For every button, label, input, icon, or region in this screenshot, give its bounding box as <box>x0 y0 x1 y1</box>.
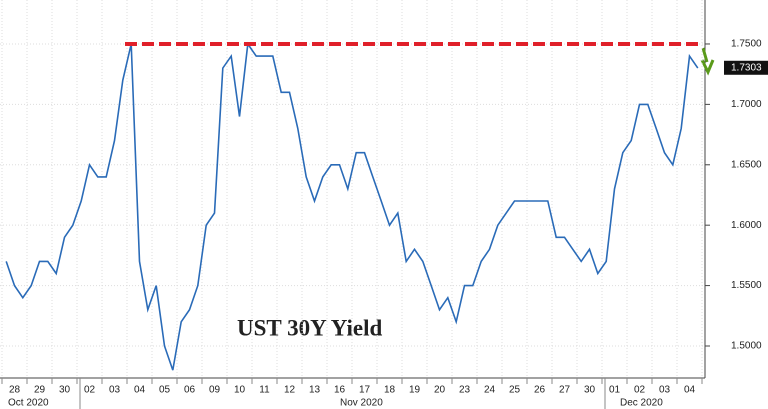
x-tick-label: 04 <box>134 385 146 396</box>
x-tick-label: 13 <box>309 385 321 396</box>
x-tick-label: 02 <box>634 385 646 396</box>
yield-line <box>5 41 699 371</box>
y-tick-label: 1.7000 <box>731 99 762 110</box>
x-tick-label: 11 <box>259 385 270 396</box>
x-tick-label: 06 <box>184 385 196 396</box>
y-tick-label: 1.5500 <box>731 280 762 291</box>
y-tick-label: 1.5000 <box>731 341 762 352</box>
x-tick-label: 16 <box>334 385 346 396</box>
month-label: Dec 2020 <box>620 398 663 409</box>
x-tick-label: 18 <box>384 385 396 396</box>
x-tick-label: 25 <box>509 385 521 396</box>
x-tick-label: 09 <box>209 385 221 396</box>
x-tick-label: 04 <box>684 385 696 396</box>
x-tick-label: 03 <box>659 385 671 396</box>
y-tick-label: 1.6500 <box>731 159 762 170</box>
x-tick-label: 23 <box>459 385 471 396</box>
last-value-label: 1.7303 <box>731 62 762 73</box>
x-tick-label: 30 <box>584 385 596 396</box>
y-tick-label: 1.7500 <box>731 39 762 50</box>
arrow <box>700 47 715 76</box>
x-tick-label: 20 <box>434 385 446 396</box>
x-tick-label: 17 <box>359 385 371 396</box>
x-tick-label: 01 <box>609 385 621 396</box>
x-tick-label: 10 <box>234 385 246 396</box>
y-tick-label: 1.6000 <box>731 220 762 231</box>
x-tick-label: 28 <box>9 385 21 396</box>
x-tick-label: 29 <box>34 385 46 396</box>
x-tick-label: 26 <box>534 385 546 396</box>
chart-title: UST 30Y Yield <box>237 315 382 340</box>
month-label: Nov 2020 <box>340 398 383 409</box>
month-label: Oct 2020 <box>8 398 49 409</box>
x-tick-label: 03 <box>109 385 121 396</box>
x-tick-label: 02 <box>84 385 96 396</box>
x-tick-label: 24 <box>484 385 496 396</box>
last-value-tag <box>724 60 768 75</box>
x-tick-label: 30 <box>59 385 71 396</box>
x-tick-label: 05 <box>159 385 171 396</box>
x-tick-label: 12 <box>284 385 296 396</box>
x-tick-label: 19 <box>409 385 421 396</box>
x-tick-label: 27 <box>559 385 571 396</box>
